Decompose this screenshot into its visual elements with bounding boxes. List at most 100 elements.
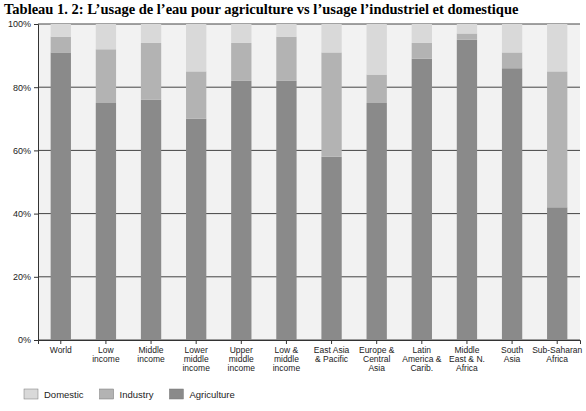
tick-label: Sub-SaharanAfrica <box>532 345 582 364</box>
tick-label: Low &middleincome <box>273 345 301 373</box>
series <box>51 33 568 207</box>
bar-segment <box>502 24 522 52</box>
tick-mark <box>196 340 197 344</box>
legend-swatch <box>169 389 183 399</box>
bar-segment <box>547 207 567 340</box>
grid-line <box>38 150 580 151</box>
tick-label: MiddleEast & N.Africa <box>449 345 485 373</box>
bar-segment <box>186 24 206 71</box>
x-axis: World Lowincome Middleincome Lowermiddleinc… <box>39 340 583 373</box>
tick: LatinAmerica &Carib. <box>402 340 442 373</box>
tick-label: East Asia& Pacific <box>314 345 350 364</box>
grid-line <box>38 87 580 88</box>
tick: Lowermiddleincome <box>182 340 210 373</box>
bar-segment <box>231 81 251 340</box>
tick: World <box>50 340 72 355</box>
bar-segment <box>141 100 161 340</box>
tick: 60% <box>13 146 38 156</box>
tick: 20% <box>13 272 38 282</box>
bar-segment <box>367 24 387 75</box>
tick: 0% <box>18 335 38 345</box>
tick: Lowincome <box>92 340 120 364</box>
title: Tableau 1. 2: L’usage de l’eau pour agri… <box>4 1 519 17</box>
bar-segment <box>412 24 432 43</box>
grid <box>38 24 580 340</box>
bar-segment <box>547 71 567 207</box>
tick-label: 0% <box>18 335 31 345</box>
tick: East Asia& Pacific <box>314 340 350 364</box>
bar-segment <box>276 24 296 37</box>
tick-label: Middleincome <box>137 345 165 364</box>
tick-label: 40% <box>13 209 31 219</box>
tick-mark <box>466 340 467 344</box>
tick: 80% <box>13 83 38 93</box>
tick-mark <box>331 340 332 344</box>
legend-item: Domestic <box>24 389 84 400</box>
x-axis-line <box>39 341 581 345</box>
tick: Low &middleincome <box>273 340 301 373</box>
legend-item: Industry <box>100 389 154 400</box>
tick-label: Europe &CentralAsia <box>359 345 395 373</box>
tick: Uppermiddleincome <box>228 340 256 373</box>
bar-segment <box>321 52 341 156</box>
tick-label: 80% <box>13 83 31 93</box>
bar-segment <box>231 43 251 81</box>
grid-line <box>38 276 580 277</box>
tick-label: World <box>50 345 72 355</box>
tick-mark <box>34 24 38 25</box>
bar-segment <box>276 37 296 81</box>
bar-segment <box>276 81 296 340</box>
tick: Middleincome <box>137 340 165 364</box>
legend-swatch <box>24 389 38 399</box>
tick-mark <box>60 340 61 344</box>
tick: Sub-SaharanAfrica <box>532 340 582 364</box>
legend-label: Agriculture <box>189 389 234 400</box>
bar-segment <box>51 37 71 53</box>
tick-mark <box>34 87 38 88</box>
y-axis-line <box>34 25 39 341</box>
bar-segment <box>321 24 341 52</box>
bar-segment <box>141 24 161 43</box>
bar-segment <box>186 119 206 340</box>
series <box>51 24 568 75</box>
bar-segment <box>367 103 387 340</box>
tick-mark <box>34 277 38 278</box>
bars <box>51 24 568 340</box>
series <box>51 40 568 340</box>
bar-segment <box>502 68 522 340</box>
bar-segment <box>457 24 477 33</box>
bar-segment <box>321 157 341 340</box>
bar-segment <box>412 59 432 340</box>
tick-label: 100% <box>8 19 31 29</box>
tick-mark <box>151 340 152 344</box>
grid-line <box>38 24 580 25</box>
bar-segment <box>96 49 116 103</box>
bar-segment <box>367 75 387 103</box>
tick-mark <box>557 340 558 344</box>
bar-segment <box>457 33 477 39</box>
tick-label: LatinAmerica &Carib. <box>402 345 442 373</box>
y-axis: 0% 20% 40% 60% 80% 100% <box>8 19 39 345</box>
tick: MiddleEast & N.Africa <box>449 340 485 373</box>
bar-segment <box>51 52 71 340</box>
tick: Europe &CentralAsia <box>359 340 395 373</box>
legend-label: Industry <box>120 389 154 400</box>
tick-mark <box>512 340 513 344</box>
bar-segment <box>186 71 206 118</box>
tick-label: SouthAsia <box>501 345 523 364</box>
bar-segment <box>502 52 522 68</box>
legend-item: Agriculture <box>169 389 234 400</box>
tick: SouthAsia <box>501 340 523 364</box>
tick-label: 20% <box>13 272 31 282</box>
tick-mark <box>241 340 242 344</box>
tick-mark <box>421 340 422 344</box>
bar-segment <box>457 40 477 340</box>
bar-segment <box>412 43 432 59</box>
tick-mark <box>34 150 38 151</box>
bar-segment <box>547 24 567 71</box>
tick-label: Uppermiddleincome <box>228 345 256 373</box>
legend-swatch <box>100 389 114 399</box>
tick-mark <box>105 340 106 344</box>
plot-background <box>38 24 580 340</box>
tick-mark <box>286 340 287 344</box>
